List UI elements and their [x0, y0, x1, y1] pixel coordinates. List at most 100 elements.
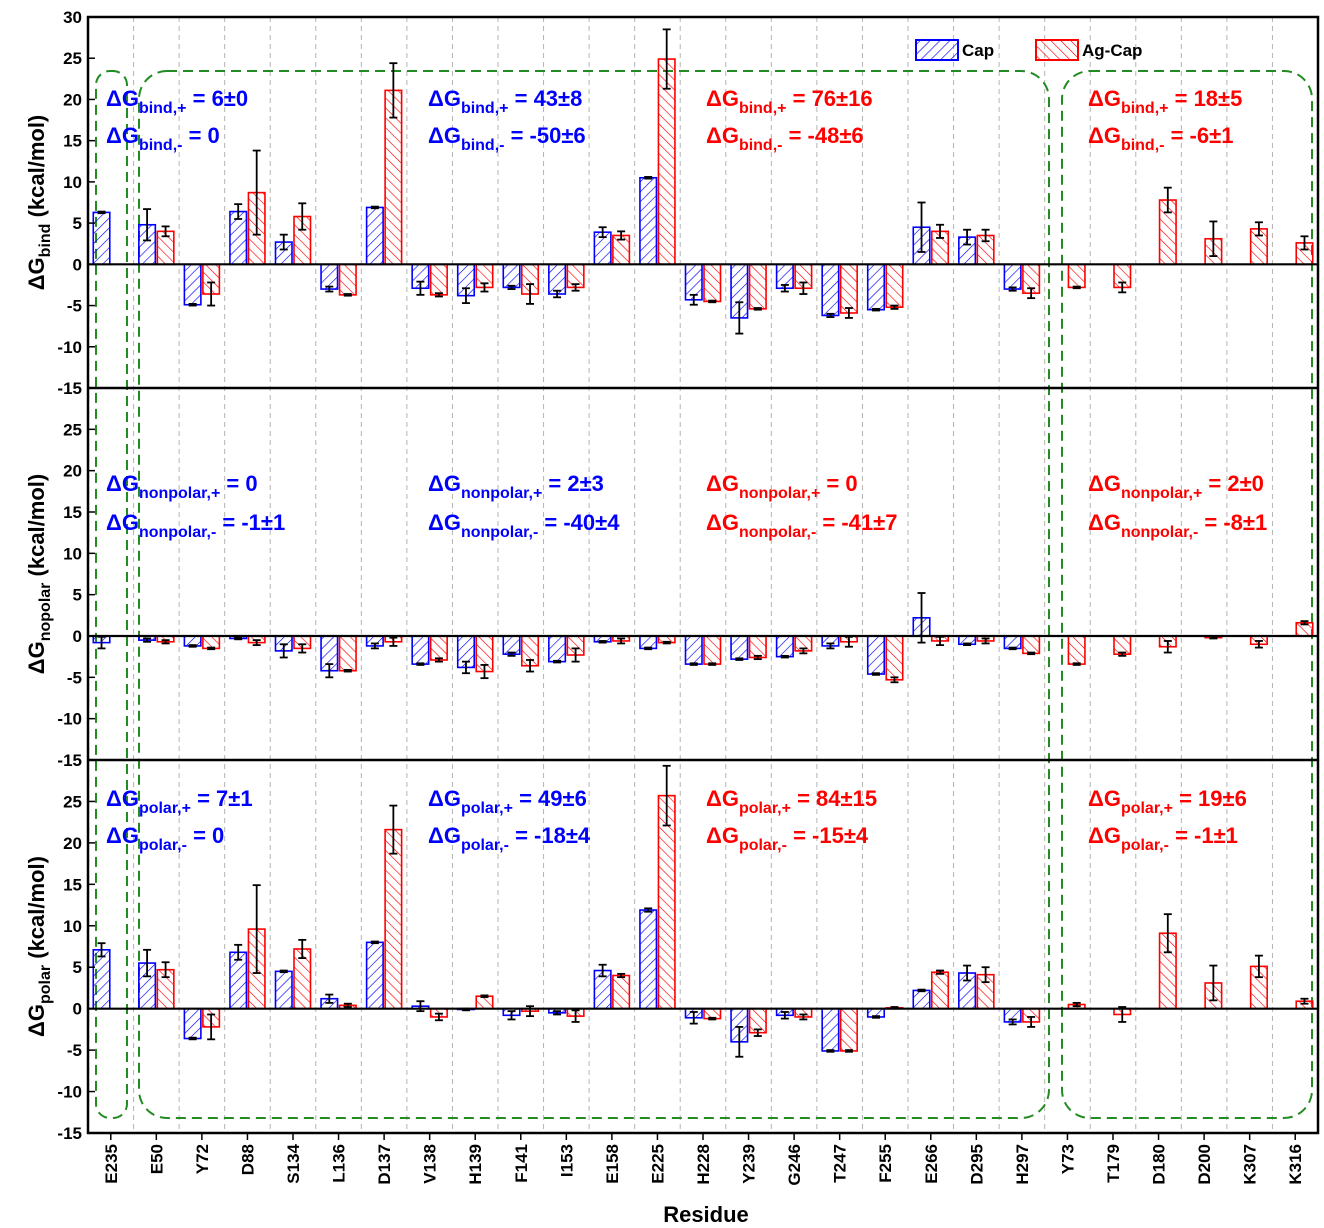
error-bar-nonpolar-agcap-H139 — [480, 664, 489, 680]
y-tick-label-nonpolar: -15 — [57, 751, 82, 770]
bar-nonpolar-cap-G246 — [775, 635, 794, 658]
error-bar-bind-cap-D295 — [963, 228, 972, 246]
annotation-bind-3-1: ΔGbind,- = -6±1 — [1088, 123, 1233, 154]
x-tick-label-G246: G246 — [785, 1144, 804, 1186]
bar-polar-agcap-H139 — [475, 995, 494, 1010]
y-tick-label-nonpolar: 15 — [63, 503, 82, 522]
error-bar-bind-cap-D88 — [234, 203, 243, 220]
bar-bind-agcap-H228 — [703, 263, 722, 303]
bar-nonpolar-cap-E225 — [639, 635, 658, 650]
error-bar-polar-agcap-D200 — [1209, 964, 1218, 1002]
error-bar-nonpolar-agcap-D295 — [981, 637, 990, 645]
error-bar-polar-cap-E235 — [97, 942, 106, 958]
error-bar-bind-agcap-D200 — [1209, 220, 1218, 257]
y-axis-label-bind: ΔGbind (kcal/mol) — [24, 115, 54, 291]
y-tick-label-polar: 20 — [63, 834, 82, 853]
y-tick-label-bind: 0 — [73, 255, 82, 274]
error-bar-nonpolar-agcap-K316 — [1300, 620, 1309, 626]
error-bar-polar-agcap-G246 — [799, 1013, 808, 1021]
error-bar-polar-agcap-D88 — [252, 884, 261, 974]
error-bar-bind-agcap-K307 — [1254, 221, 1263, 237]
y-tick-label-bind: 20 — [63, 90, 82, 109]
error-bar-nonpolar-cap-L136 — [325, 663, 334, 679]
error-bar-nonpolar-agcap-F141 — [526, 659, 535, 673]
error-bar-nonpolar-cap-D295 — [963, 642, 972, 646]
error-bar-bind-cap-E266 — [917, 201, 926, 253]
legend-label-agcap: Ag-Cap — [1082, 41, 1142, 60]
annotation-bind-0-1: ΔGbind,- = 0 — [106, 123, 220, 154]
bar-nonpolar-agcap-F255 — [885, 635, 904, 681]
error-bar-polar-cap-E158 — [598, 963, 607, 978]
bar-nonpolar-agcap-H228 — [703, 635, 722, 665]
error-bar-nonpolar-cap-H228 — [689, 662, 698, 666]
error-bar-bind-agcap-E225 — [662, 28, 671, 90]
y-tick-label-nonpolar: -10 — [57, 710, 82, 729]
bar-polar-cap-E225 — [639, 909, 658, 1010]
y-tick-label-nonpolar: 10 — [63, 544, 82, 563]
y-tick-label-bind: -10 — [57, 338, 82, 357]
error-bar-bind-agcap-D88 — [252, 149, 261, 236]
error-bar-polar-cap-I153 — [553, 1010, 562, 1016]
error-bar-nonpolar-agcap-L136 — [343, 668, 352, 673]
bar-bind-cap-F141 — [502, 263, 521, 289]
error-bar-polar-agcap-D295 — [981, 966, 990, 984]
error-bar-polar-cap-T247 — [826, 1049, 835, 1053]
error-bar-nonpolar-agcap-I153 — [571, 647, 580, 663]
error-bar-polar-cap-Y239 — [735, 1026, 744, 1058]
error-bar-bind-cap-E235 — [97, 210, 106, 215]
bar-bind-cap-E235 — [92, 211, 111, 266]
y-tick-label-polar: -5 — [67, 1041, 82, 1060]
error-bar-nonpolar-cap-E50 — [143, 637, 152, 643]
error-bar-polar-agcap-D180 — [1163, 913, 1172, 954]
x-tick-label-S134: S134 — [284, 1143, 303, 1183]
error-bar-polar-agcap-E225 — [662, 764, 671, 827]
error-bar-bind-agcap-T247 — [844, 307, 853, 319]
bar-polar-agcap-E266 — [930, 971, 950, 1010]
error-bar-nonpolar-agcap-H297 — [1027, 651, 1036, 656]
axes-layer — [86, 15, 1320, 1140]
error-bar-polar-agcap-Y72 — [207, 1013, 216, 1041]
error-bar-nonpolar-cap-G246 — [780, 654, 789, 659]
error-bar-polar-cap-D137 — [370, 940, 379, 945]
error-bar-nonpolar-cap-I153 — [553, 659, 562, 664]
error-bar-nonpolar-cap-D137 — [370, 642, 379, 650]
bar-bind-cap-L136 — [320, 263, 339, 290]
error-bar-bind-cap-F255 — [871, 307, 880, 312]
y-tick-label-polar: 15 — [63, 875, 82, 894]
bar-bind-agcap-T247 — [839, 263, 858, 314]
x-tick-label-K307: K307 — [1241, 1144, 1260, 1185]
annotation-polar-1-1: ΔGpolar,- = -18±4 — [428, 823, 591, 854]
group-box-E235 — [95, 70, 128, 1119]
y-tick-label-bind: -5 — [67, 297, 82, 316]
error-bar-bind-agcap-E266 — [936, 223, 945, 239]
y-tick-label-bind: 5 — [73, 214, 82, 233]
error-bar-bind-agcap-V138 — [434, 292, 443, 298]
annotation-nonpolar-0-1: ΔGnonpolar,- = -1±1 — [106, 510, 285, 541]
annotation-bind-2-0: ΔGbind,+ = 76±16 — [706, 86, 873, 117]
x-tick-label-F255: F255 — [876, 1144, 895, 1183]
error-bar-polar-agcap-H228 — [708, 1016, 717, 1021]
error-bar-polar-agcap-E266 — [936, 969, 945, 975]
error-bar-nonpolar-cap-E266 — [917, 592, 926, 644]
error-bar-nonpolar-cap-F141 — [507, 651, 516, 657]
annotation-nonpolar-3-1: ΔGnonpolar,- = -8±1 — [1088, 510, 1267, 541]
y-tick-label-polar: 25 — [63, 792, 82, 811]
error-bar-bind-agcap-D180 — [1163, 186, 1172, 214]
error-bar-bind-agcap-T179 — [1118, 281, 1127, 294]
y-axis-label-polar: ΔGpolar (kcal/mol) — [24, 856, 54, 1037]
bar-nonpolar-agcap-V138 — [429, 635, 448, 661]
error-bar-bind-cap-H228 — [689, 293, 698, 306]
x-tick-label-D200: D200 — [1195, 1144, 1214, 1185]
error-bar-polar-agcap-D137 — [389, 804, 398, 855]
y-tick-label-bind: 10 — [63, 173, 82, 192]
error-bar-nonpolar-cap-T247 — [826, 642, 835, 650]
group-box-Y73–K316 — [1061, 70, 1313, 1119]
x-tick-label-E225: E225 — [648, 1144, 667, 1184]
x-tick-label-K316: K316 — [1286, 1144, 1305, 1185]
y-tick-label-bind: 30 — [63, 8, 82, 27]
bar-polar-agcap-D137 — [384, 828, 403, 1010]
error-bar-bind-agcap-E158 — [617, 230, 626, 241]
legend: Cap Ag-Cap — [915, 39, 1142, 61]
error-bar-polar-cap-H297 — [1008, 1018, 1017, 1026]
error-bar-nonpolar-cap-S134 — [279, 643, 288, 659]
